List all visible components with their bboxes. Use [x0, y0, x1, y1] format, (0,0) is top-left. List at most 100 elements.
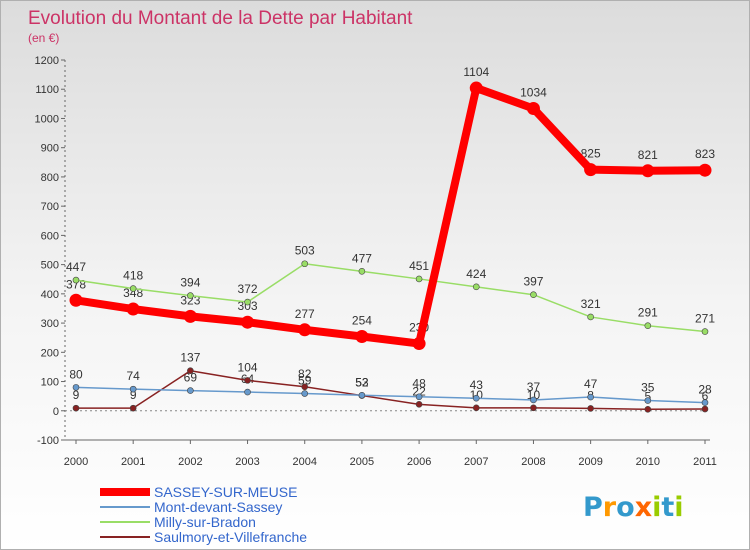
- data-label: 394: [180, 276, 200, 290]
- x-tick-label: 2001: [121, 456, 145, 468]
- x-tick-label: 2009: [578, 456, 602, 468]
- x-tick-label: 2005: [350, 456, 374, 468]
- data-label: 53: [355, 375, 369, 389]
- data-label: 321: [581, 297, 601, 311]
- data-label: 418: [123, 269, 143, 283]
- data-label: 74: [127, 369, 141, 383]
- data-point: [698, 163, 712, 177]
- data-point: [644, 406, 652, 413]
- data-label: 6: [702, 389, 709, 403]
- y-tick-label: 0: [53, 406, 59, 418]
- logo-letter: r: [603, 492, 617, 523]
- x-tick-label: 2006: [407, 456, 431, 468]
- data-label: 424: [466, 267, 486, 281]
- data-label: 823: [695, 147, 715, 161]
- chart-title: Evolution du Montant de la Dette par Hab…: [28, 8, 413, 29]
- data-point: [472, 283, 480, 291]
- data-point: [129, 285, 137, 292]
- data-point: [644, 397, 652, 404]
- data-labels: 9913710482522210108568074696459534843374…: [66, 65, 715, 403]
- x-tick-label: 2003: [235, 456, 259, 468]
- data-point: [301, 383, 309, 391]
- series-3: [72, 367, 709, 413]
- y-tick-label: 1200: [35, 55, 59, 67]
- logo-letter: i: [674, 492, 683, 523]
- legend-label: Mont-devant-Sassey: [154, 499, 282, 515]
- proxiti-logo: Proxiti: [583, 492, 684, 523]
- data-point: [241, 315, 255, 329]
- data-label: 137: [180, 351, 200, 365]
- logo-letter: i: [652, 492, 661, 523]
- series-2: [72, 260, 709, 335]
- axes: -100 0 100 200 300 400 500 600 700 800 900 1000 1100…: [35, 55, 717, 468]
- legend-label: Saulmory-et-Villefranche: [154, 529, 307, 545]
- y-tick-label: 900: [41, 143, 59, 155]
- legend-label: Milly-sur-Bradon: [154, 514, 256, 530]
- data-label: 47: [584, 377, 598, 391]
- data-label: 1104: [463, 65, 489, 79]
- series-line: [75, 262, 706, 333]
- legend: SASSEY-SUR-MEUSEMont-devant-SasseyMilly-…: [100, 484, 307, 545]
- data-point: [69, 293, 83, 307]
- data-point: [530, 396, 537, 404]
- y-tick-label: 400: [41, 289, 59, 301]
- data-point: [701, 399, 709, 406]
- data-point: [415, 393, 423, 401]
- data-label: 69: [184, 371, 198, 385]
- data-label: 59: [298, 374, 312, 388]
- data-point: [358, 268, 366, 275]
- data-point: [244, 388, 251, 396]
- data-point: [129, 385, 137, 393]
- legend-label: SASSEY-SUR-MEUSE: [154, 484, 297, 500]
- data-point: [244, 298, 251, 306]
- data-point: [587, 313, 594, 321]
- data-point: [183, 309, 197, 323]
- logo-letter: o: [616, 492, 635, 523]
- data-label: 821: [638, 148, 658, 162]
- data-point: [187, 387, 194, 394]
- data-label: 22: [412, 384, 426, 398]
- data-label: 1034: [520, 86, 547, 100]
- data-point: [415, 275, 423, 283]
- proxiti-logo-text: Proxiti: [583, 492, 684, 523]
- data-label: 503: [295, 244, 315, 258]
- data-label: 35: [641, 381, 655, 395]
- data-label: 37: [527, 380, 541, 394]
- data-point: [301, 390, 309, 397]
- y-tick-label: -100: [37, 435, 59, 447]
- data-point: [129, 404, 137, 412]
- data-point: [301, 260, 309, 268]
- data-point: [72, 276, 80, 284]
- x-tick-label: 2008: [521, 456, 545, 468]
- data-label: 9: [130, 388, 137, 402]
- data-point: [584, 163, 598, 177]
- data-point: [415, 401, 423, 408]
- data-label: 277: [295, 307, 315, 321]
- y-tick-label: 1000: [35, 113, 59, 125]
- y-tick-label: 700: [41, 201, 59, 213]
- data-point: [298, 323, 312, 337]
- series-line: [75, 84, 706, 348]
- data-label: 477: [352, 251, 372, 265]
- data-label: 80: [69, 367, 83, 381]
- y-tick-label: 300: [41, 318, 59, 330]
- data-point: [187, 367, 194, 375]
- data-label: 271: [695, 312, 715, 326]
- y-tick-label: 500: [41, 260, 59, 272]
- data-point: [587, 393, 594, 401]
- data-label: 397: [523, 275, 543, 289]
- y-tick-label: 100: [41, 377, 59, 389]
- data-label: 48: [412, 377, 426, 391]
- data-label: 303: [238, 299, 258, 313]
- data-label: 372: [238, 282, 258, 296]
- y-tick-label: 1100: [35, 84, 59, 96]
- data-label: 254: [352, 314, 372, 328]
- data-point: [126, 302, 140, 316]
- x-tick-label: 2007: [464, 456, 488, 468]
- x-tick-label: 2002: [178, 456, 202, 468]
- data-point: [701, 405, 709, 413]
- chart-subtitle: (en €): [28, 31, 59, 45]
- y-tick-label: 600: [41, 230, 59, 242]
- series-lines: 9913710482522210108568074696459534843374…: [66, 65, 715, 413]
